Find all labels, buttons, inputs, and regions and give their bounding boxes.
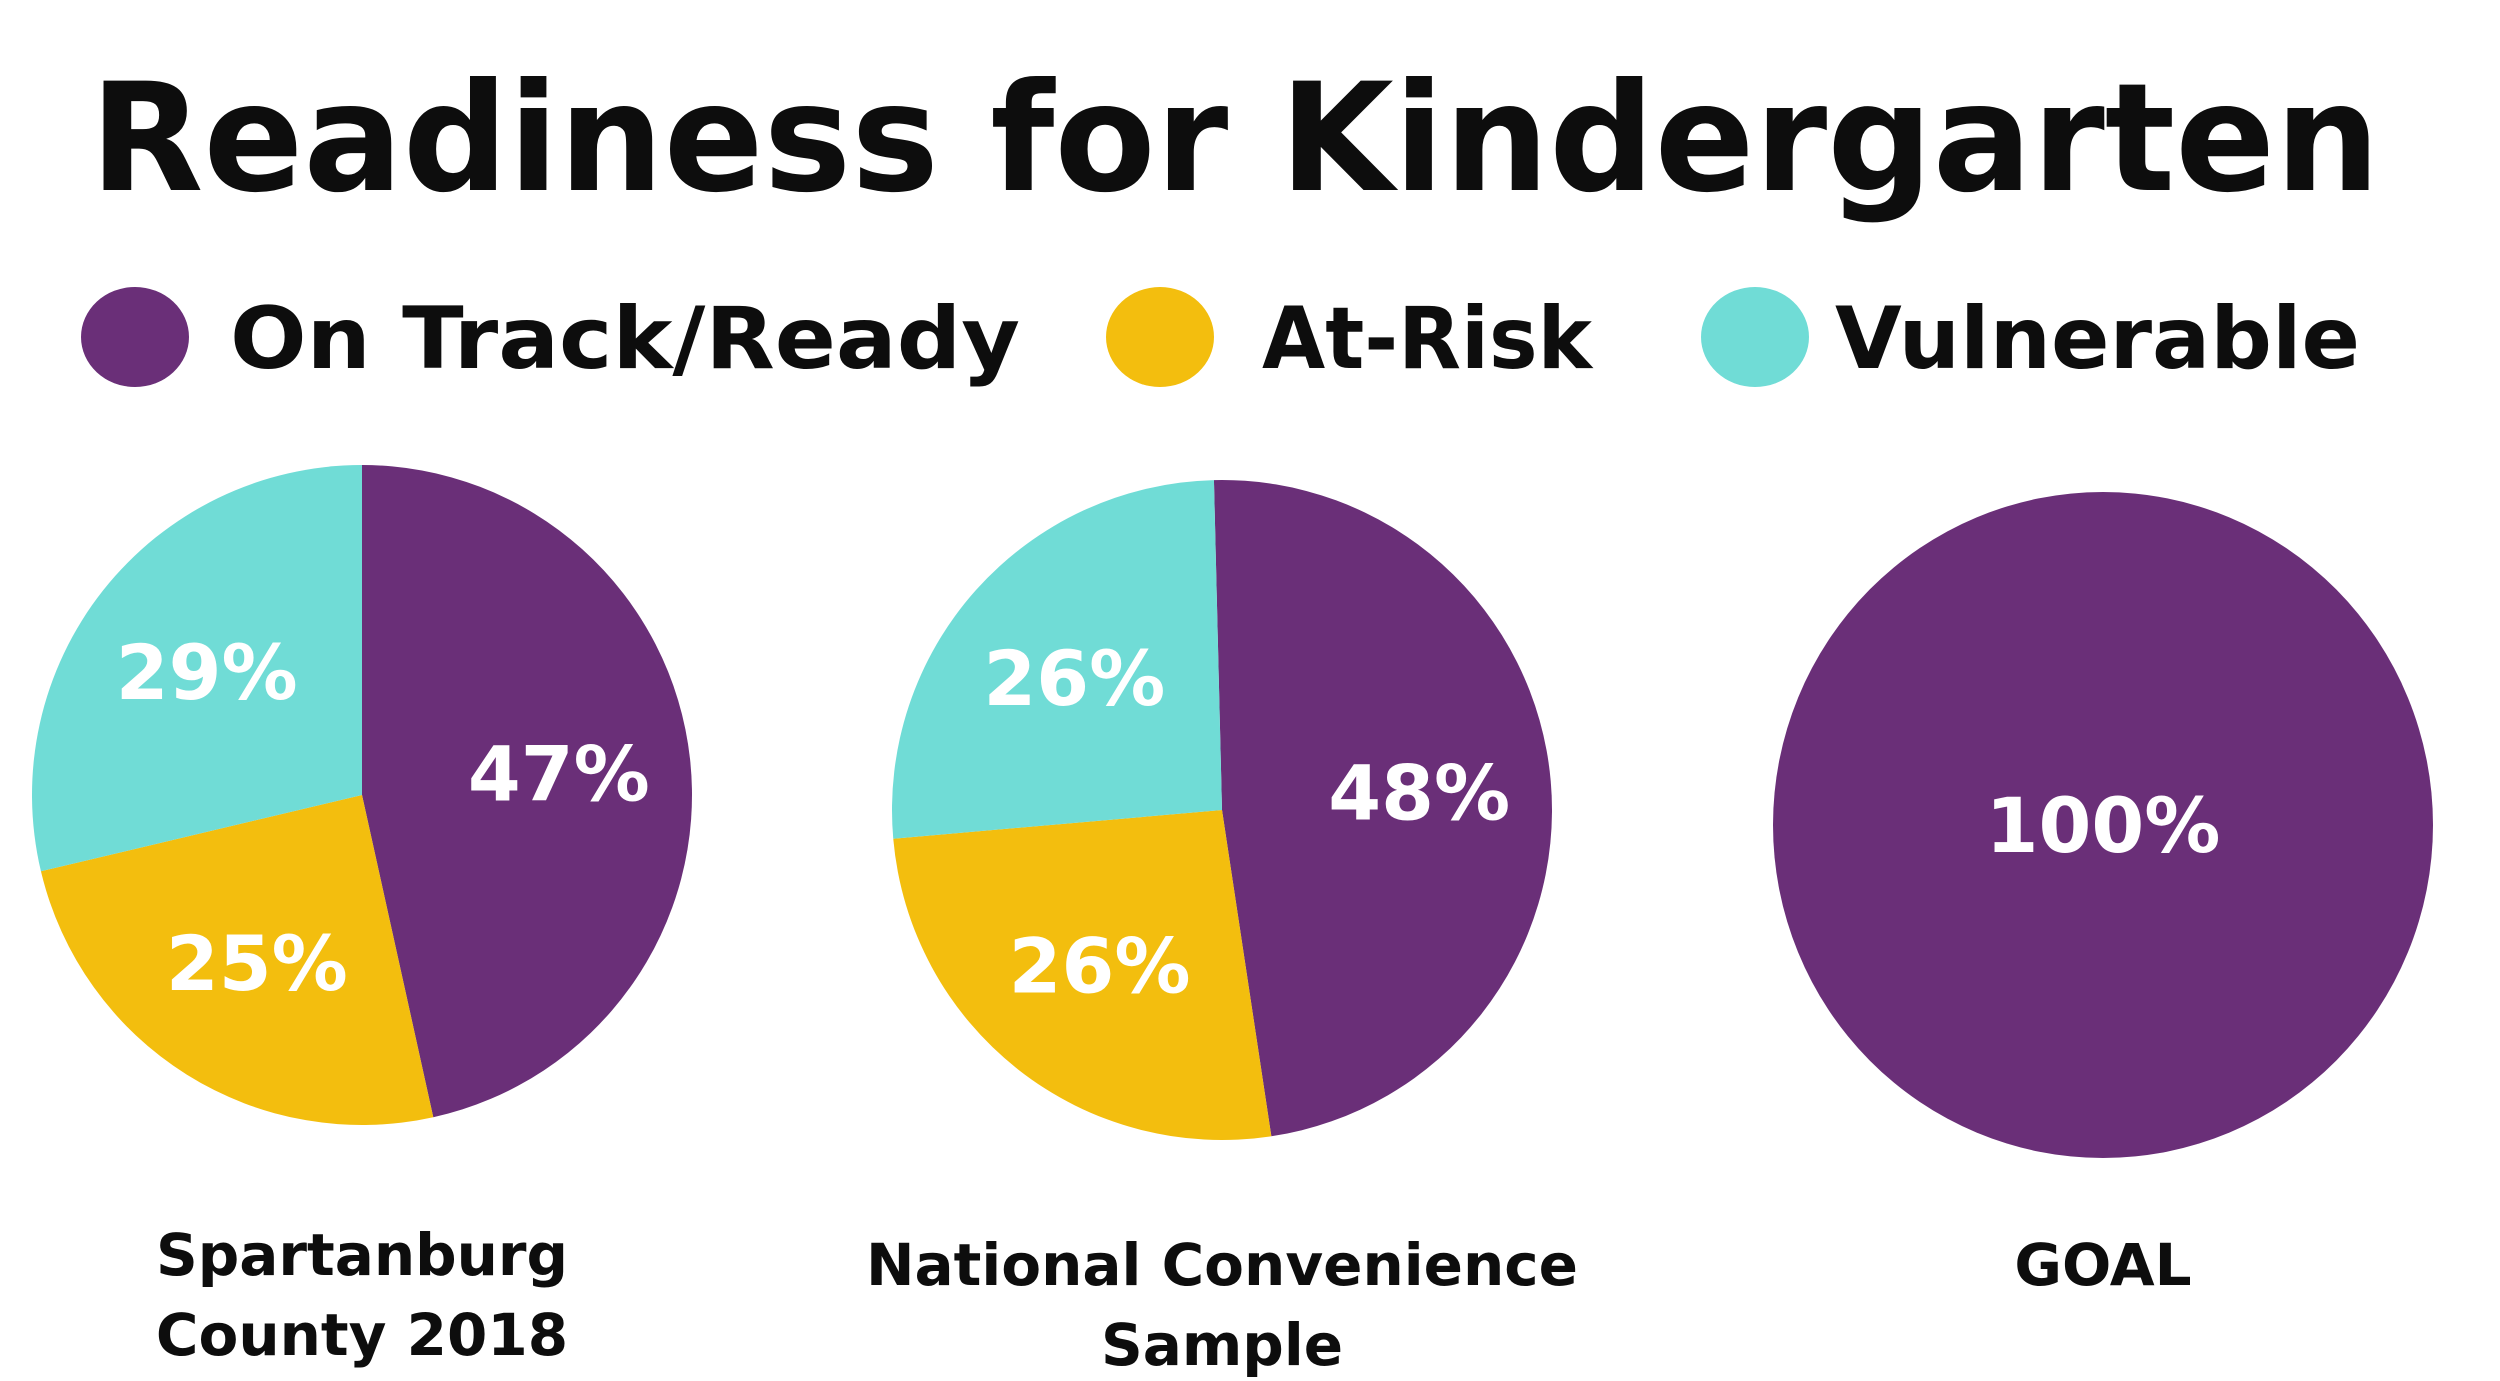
legend-swatch-on-track-ready [81, 287, 189, 387]
legend-label-on-track-ready: On Track/Ready [230, 289, 1020, 389]
legend: On Track/Ready At-Risk Vulnerable [81, 287, 2360, 389]
pie-2-slice-vulnerable [892, 480, 1222, 839]
pie-1-slice-vulnerable [32, 465, 363, 872]
pie-1-slice-at-risk [40, 795, 434, 1125]
pie-3-slice-on-track-ready-label: 100% [1986, 781, 2221, 870]
pie-2-slice-on-track-ready [1213, 480, 1552, 1137]
pie-2-caption-line-2: Sample [1101, 1311, 1343, 1379]
chart-title: Readiness for Kindergarten [90, 52, 2380, 226]
pie-2-slice-on-track-ready-label: 48% [1328, 749, 1510, 838]
pie-1-slice-vulnerable-label: 29% [116, 628, 298, 717]
pie-1-caption-line-1: Spartanburg [156, 1221, 568, 1289]
pie-1-slice-at-risk-label: 25% [166, 919, 348, 1008]
pie-3-slice-on-track-ready [1773, 492, 2433, 1158]
pie-1-slice-on-track-ready-label: 47% [468, 729, 650, 818]
pie-3-caption-line-1: GOAL [2014, 1231, 2191, 1299]
pie-charts: 47% 25% 29% Spartanburg County 2018 48% 26% 26%… [32, 465, 2433, 1379]
legend-label-vulnerable: Vulnerable [1835, 289, 2360, 389]
pie-1-caption-line-2: County 2018 [156, 1301, 568, 1369]
pie-chart-2: 48% 26% 26% National Convenience Sample [866, 480, 1578, 1379]
pie-2-slice-at-risk-label: 26% [1009, 922, 1191, 1011]
pie-2-slice-at-risk [893, 810, 1272, 1140]
legend-label-at-risk: At-Risk [1262, 289, 1594, 389]
pie-chart-3: 100% GOAL [1773, 492, 2433, 1299]
pie-2-slice-vulnerable-label: 26% [983, 634, 1165, 723]
legend-swatch-at-risk [1106, 287, 1214, 387]
pie-chart-1: 47% 25% 29% Spartanburg County 2018 [32, 465, 692, 1369]
pie-1-slice-on-track-ready [362, 465, 692, 1118]
legend-swatch-vulnerable [1701, 287, 1809, 387]
pie-2-caption-line-1: National Convenience [866, 1231, 1578, 1299]
